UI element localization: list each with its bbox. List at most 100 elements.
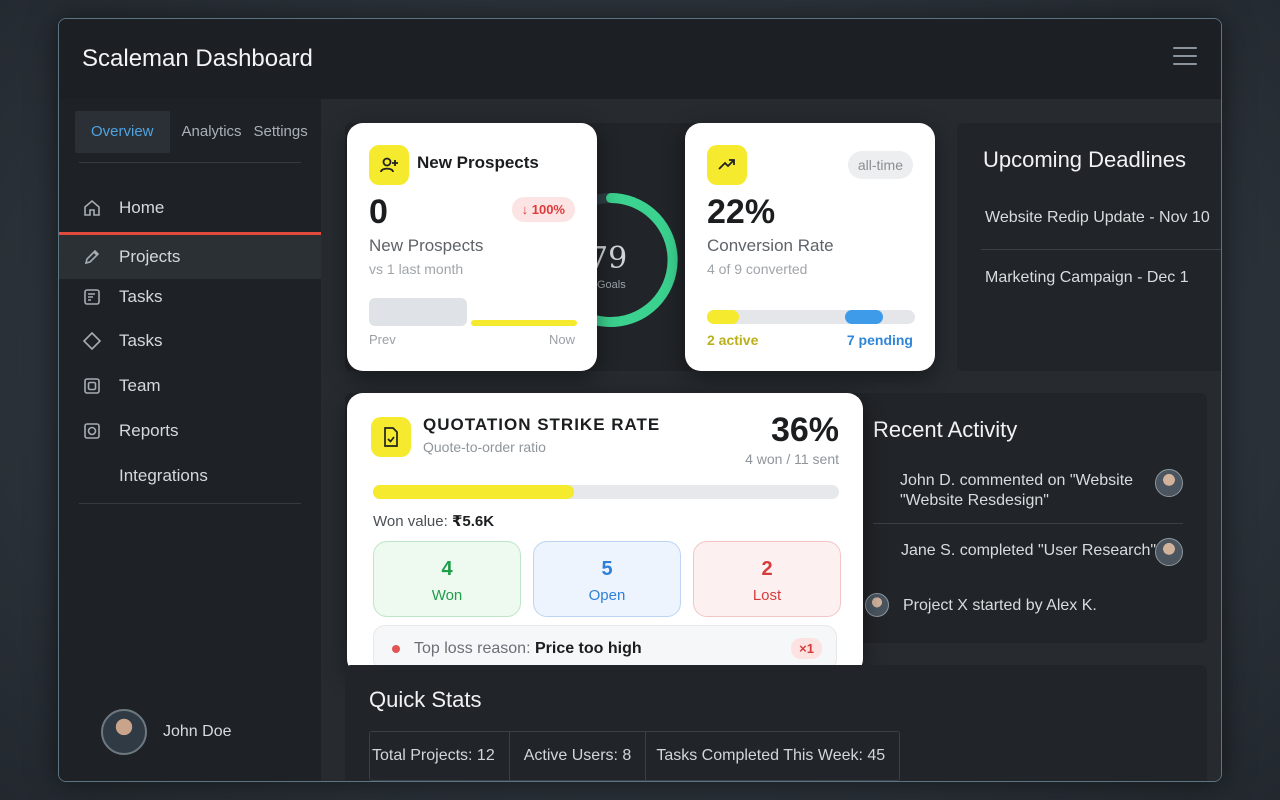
all-time-pill[interactable]: all-time bbox=[847, 151, 913, 179]
top-bar: Scaleman Dashboard bbox=[59, 19, 1221, 99]
activity-item[interactable]: Project X started by Alex K. bbox=[903, 596, 1097, 616]
avatar bbox=[865, 593, 889, 617]
quick-stats-row: Total Projects: 12 Active Users: 8 Tasks… bbox=[369, 731, 901, 781]
conversion-card: all-time 22% Conversion Rate 4 of 9 conv… bbox=[685, 123, 935, 371]
activity-item[interactable]: Jane S. completed "User Research" bbox=[901, 541, 1156, 561]
loss-reason-label: Top loss reason: bbox=[414, 640, 531, 657]
avatar bbox=[1155, 538, 1183, 566]
user-name: John Doe bbox=[163, 723, 232, 740]
sidebar-item-reports[interactable]: Reports bbox=[59, 409, 321, 453]
stat-tasks-completed: Tasks Completed This Week: 45 bbox=[656, 747, 886, 764]
sidebar-item-label: Home bbox=[119, 198, 165, 217]
activity-text: Jane S. completed "User Research" bbox=[901, 542, 1157, 559]
lost-count: 2 bbox=[761, 558, 773, 580]
sidebar-item-label: Projects bbox=[119, 247, 181, 266]
conversion-label: Conversion Rate bbox=[707, 236, 834, 255]
sidebar-item-label: Team bbox=[119, 376, 161, 395]
tab-overview[interactable]: Overview bbox=[75, 111, 170, 153]
sidebar-item-integrations[interactable]: Integrations bbox=[59, 454, 321, 498]
goals-label: Goals bbox=[597, 279, 626, 291]
task-list-icon bbox=[81, 286, 103, 308]
active-count: 2 active bbox=[707, 332, 759, 348]
sidebar-divider bbox=[79, 162, 301, 163]
prev-label: Prev bbox=[369, 332, 396, 347]
now-bar bbox=[471, 320, 577, 326]
loss-reason-text: Top loss reason: Price too high bbox=[414, 640, 642, 658]
open-label: Open bbox=[588, 587, 626, 604]
upcoming-deadlines-panel: Upcoming Deadlines Website Redip Update … bbox=[957, 123, 1221, 371]
panel-title: Quick Stats bbox=[369, 687, 482, 712]
stat-active-users: Active Users: 8 bbox=[510, 732, 647, 780]
red-dot-icon bbox=[392, 645, 400, 653]
panel-title: Upcoming Deadlines bbox=[983, 147, 1186, 172]
divider bbox=[981, 249, 1221, 250]
deadline-item[interactable]: Website Redip Update - Nov 10 bbox=[985, 209, 1210, 226]
sidebar-item-label: Reports bbox=[119, 421, 179, 440]
card-title: New Prospects bbox=[417, 153, 539, 172]
conversion-bar bbox=[707, 310, 915, 324]
sidebar-item-home[interactable]: Home bbox=[59, 186, 321, 230]
sidebar-item-projects[interactable]: Projects bbox=[59, 235, 321, 279]
won-value-row: Won value: ₹5.6K bbox=[373, 512, 494, 530]
strike-rate-detail: 4 won / 11 sent bbox=[745, 451, 839, 467]
app-title: Scaleman Dashboard bbox=[82, 45, 313, 72]
won-count: 4 bbox=[441, 558, 453, 580]
open-count: 5 bbox=[601, 558, 613, 580]
won-value: ₹5.6K bbox=[451, 513, 495, 530]
document-check-icon bbox=[371, 417, 411, 457]
change-badge: ↓ 100% bbox=[511, 197, 575, 222]
won-value-label: Won value: bbox=[373, 513, 448, 530]
pending-count: 7 pending bbox=[846, 332, 913, 348]
prospects-value: 0 bbox=[369, 193, 388, 231]
sidebar-item-tasks-2[interactable]: Tasks bbox=[59, 319, 321, 363]
sidebar-item-label: Tasks bbox=[119, 331, 163, 350]
conversion-value: 22% bbox=[707, 193, 776, 231]
main-content: 79 Goals New Prospects 0 ↓ 100% New Pros… bbox=[321, 99, 1221, 781]
avatar bbox=[1155, 469, 1183, 497]
tab-settings[interactable]: Settings bbox=[253, 123, 308, 140]
team-square-icon bbox=[81, 375, 103, 397]
strike-rate-value: 36% bbox=[770, 411, 839, 449]
pending-segment bbox=[845, 310, 883, 324]
open-stat[interactable]: 5 Open bbox=[533, 541, 681, 617]
lost-label: Lost bbox=[752, 587, 782, 604]
activity-item[interactable]: John D. commented on "Website "Website R… bbox=[900, 471, 1133, 511]
quick-stats-panel: Quick Stats Total Projects: 12 Active Us… bbox=[345, 665, 1207, 781]
user-profile[interactable]: John Doe bbox=[101, 709, 232, 755]
diamond-icon bbox=[81, 330, 103, 352]
top-loss-reason-row[interactable]: Top loss reason: Price too high ×1 bbox=[373, 625, 837, 671]
avatar bbox=[101, 709, 147, 755]
sidebar-item-label: Tasks bbox=[119, 287, 163, 306]
strike-rate-progress bbox=[373, 485, 839, 499]
now-label: Now bbox=[548, 332, 575, 347]
card-subtitle: Quote-to-order ratio bbox=[423, 439, 546, 455]
new-prospects-card: New Prospects 0 ↓ 100% New Prospects vs … bbox=[347, 123, 597, 371]
add-user-icon bbox=[369, 145, 409, 185]
sidebar-item-label: Integrations bbox=[119, 466, 208, 485]
loss-count-badge: ×1 bbox=[791, 638, 822, 659]
panel-title: Recent Activity bbox=[873, 417, 1018, 442]
sidebar-tabs: Overview Analytics Settings bbox=[75, 111, 314, 153]
hamburger-menu-icon[interactable] bbox=[1173, 47, 1197, 67]
activity-text: John D. commented on "Website bbox=[900, 472, 1134, 489]
card-title: QUOTATION STRIKE RATE bbox=[423, 415, 661, 434]
app-window: Scaleman Dashboard Overview Analytics Se… bbox=[58, 18, 1222, 782]
progress-fill bbox=[373, 485, 575, 499]
sidebar-item-tasks[interactable]: Tasks bbox=[59, 275, 321, 319]
lost-stat[interactable]: 2 Lost bbox=[693, 541, 841, 617]
sidebar-item-team[interactable]: Team bbox=[59, 364, 321, 408]
quotation-strike-rate-card: QUOTATION STRIKE RATE Quote-to-order rat… bbox=[347, 393, 863, 675]
home-icon bbox=[81, 197, 103, 219]
stat-total-projects: Total Projects: 12 bbox=[370, 732, 510, 780]
prospects-label: New Prospects bbox=[369, 236, 484, 255]
won-stat[interactable]: 4 Won bbox=[373, 541, 521, 617]
divider bbox=[873, 523, 1183, 524]
prospects-sub: vs 1 last month bbox=[369, 261, 464, 277]
loss-reason-value: Price too high bbox=[534, 640, 642, 657]
active-indicator bbox=[59, 232, 321, 235]
conversion-sub: 4 of 9 converted bbox=[707, 261, 808, 277]
reports-square-icon bbox=[81, 420, 103, 442]
won-label: Won bbox=[431, 587, 463, 604]
tab-analytics[interactable]: Analytics bbox=[181, 123, 242, 140]
deadline-item[interactable]: Marketing Campaign - Dec 1 bbox=[985, 269, 1189, 286]
